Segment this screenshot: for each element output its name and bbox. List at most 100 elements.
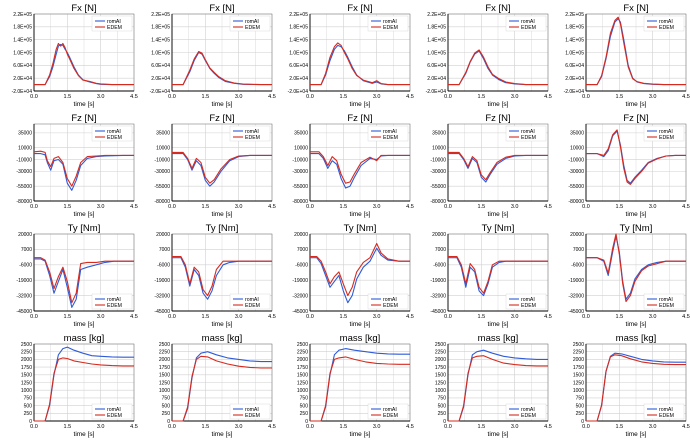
chart-panel-8: 0.0 1.5 3.0 4.5 -80000 -55000 -30000 -10000 1000… xyxy=(292,113,413,218)
legend-label-edem: EDEM xyxy=(383,135,398,141)
y-tick-label: 35000 xyxy=(18,131,32,137)
series-line-edem xyxy=(310,151,410,184)
y-tick-label: 250 xyxy=(24,411,33,417)
y-tick-label: 0 xyxy=(305,419,308,425)
x-tick-label: 1.5 xyxy=(202,94,210,100)
y-tick-label: 1.0E+05 xyxy=(565,50,584,56)
y-tick-label: 0 xyxy=(167,419,170,425)
y-tick-label: 1750 xyxy=(573,365,584,371)
x-tick-label: 4.5 xyxy=(682,424,690,430)
x-tick-label: 0.0 xyxy=(444,94,452,100)
y-tick-label: 250 xyxy=(576,411,585,417)
legend-label-edem: EDEM xyxy=(659,413,674,419)
y-tick-label: 500 xyxy=(576,403,585,409)
y-tick-label: 2250 xyxy=(573,350,584,356)
x-axis-label: time [s] xyxy=(74,211,95,218)
y-tick-label: 1500 xyxy=(21,373,32,379)
chart-title: Ty [Nm] xyxy=(344,223,377,234)
x-axis-label: time [s] xyxy=(350,321,371,328)
x-tick-label: 3.0 xyxy=(649,204,657,210)
y-tick-label: 2.2E+05 xyxy=(13,12,32,18)
x-tick-label: 4.5 xyxy=(268,204,276,210)
legend-label-romai: romAI xyxy=(383,407,397,413)
x-tick-label: 4.5 xyxy=(130,314,138,320)
legend-label-romai: romAI xyxy=(659,297,673,303)
y-tick-label: 0 xyxy=(581,419,584,425)
y-tick-label: -55000 xyxy=(568,184,584,190)
legend-label-romai: romAI xyxy=(659,129,673,135)
y-tick-label: 2000 xyxy=(21,357,32,363)
x-tick-label: 0.0 xyxy=(582,314,590,320)
legend-label-edem: EDEM xyxy=(521,303,536,309)
y-tick-label: -80000 xyxy=(568,199,584,205)
series-line-edem xyxy=(448,255,548,294)
x-tick-label: 0.0 xyxy=(444,204,452,210)
y-tick-label: 2.2E+05 xyxy=(289,12,308,18)
y-tick-label: 500 xyxy=(24,403,33,409)
y-tick-label: -10000 xyxy=(292,157,308,163)
y-tick-label: -10000 xyxy=(430,157,446,163)
x-tick-label: 0.0 xyxy=(306,314,314,320)
series-line-edem xyxy=(448,49,548,86)
legend-label-romai: romAI xyxy=(659,19,673,25)
y-tick-label: 20000 xyxy=(570,232,584,238)
x-tick-label: 3.0 xyxy=(97,204,105,210)
x-tick-label: 1.5 xyxy=(202,314,210,320)
legend-label-romai: romAI xyxy=(245,407,259,413)
y-tick-label: 2.2E+05 xyxy=(151,12,170,18)
series-line-edem xyxy=(34,357,134,422)
y-tick-label: 1.8E+05 xyxy=(13,25,32,31)
legend-label-edem: EDEM xyxy=(521,25,536,31)
y-tick-label: -55000 xyxy=(292,184,308,190)
chart-title: Fz [N] xyxy=(209,113,234,124)
series-line-edem xyxy=(310,356,410,422)
chart-title: Fz [N] xyxy=(347,113,372,124)
y-tick-label: 1500 xyxy=(435,373,446,379)
x-tick-label: 4.5 xyxy=(268,94,276,100)
y-tick-label: -30000 xyxy=(292,169,308,175)
y-tick-label: -19000 xyxy=(154,278,170,284)
y-tick-label: 7000 xyxy=(21,247,32,253)
chart-panel-1: 0.0 1.5 3.0 4.5 -2.0E+04 2.0E+04 6.0E+04 1.0E+0… xyxy=(12,3,138,108)
y-tick-label: 10000 xyxy=(432,145,446,151)
y-tick-label: -32000 xyxy=(430,293,446,299)
y-tick-label: -6000 xyxy=(571,263,584,269)
y-tick-label: 2250 xyxy=(435,350,446,356)
y-tick-label: 1000 xyxy=(159,388,170,394)
x-tick-label: 4.5 xyxy=(130,424,138,430)
y-tick-label: 1000 xyxy=(435,388,446,394)
y-tick-label: 2500 xyxy=(435,342,446,348)
legend-label-edem: EDEM xyxy=(107,25,122,31)
y-tick-label: -32000 xyxy=(16,293,32,299)
y-tick-label: 1.0E+05 xyxy=(289,50,308,56)
legend-label-romai: romAI xyxy=(521,129,535,135)
legend-label-edem: EDEM xyxy=(245,413,260,419)
x-axis-label: time [s] xyxy=(488,321,509,328)
legend-label-romai: romAI xyxy=(383,129,397,135)
y-tick-label: -32000 xyxy=(568,293,584,299)
x-tick-label: 0.0 xyxy=(444,424,452,430)
y-tick-label: 1500 xyxy=(573,373,584,379)
y-tick-label: 2.0E+04 xyxy=(151,76,170,82)
y-tick-label: 750 xyxy=(438,396,447,402)
x-tick-label: 3.0 xyxy=(235,204,243,210)
y-tick-label: 20000 xyxy=(18,232,32,238)
y-tick-label: 2250 xyxy=(297,350,308,356)
chart-panel-12: 0.0 1.5 3.0 4.5 -45000 -32000 -19000 -6000 7000 2… xyxy=(154,223,275,328)
y-tick-label: 1250 xyxy=(297,380,308,386)
x-axis-label: time [s] xyxy=(350,101,371,108)
y-tick-label: -30000 xyxy=(430,169,446,175)
y-tick-label: 250 xyxy=(162,411,171,417)
series-line-romai xyxy=(34,258,134,308)
y-tick-label: 1250 xyxy=(21,380,32,386)
y-tick-label: 20000 xyxy=(432,232,446,238)
x-axis-label: time [s] xyxy=(626,431,647,438)
y-tick-label: 2000 xyxy=(573,357,584,363)
y-tick-label: 1.4E+05 xyxy=(565,37,584,43)
